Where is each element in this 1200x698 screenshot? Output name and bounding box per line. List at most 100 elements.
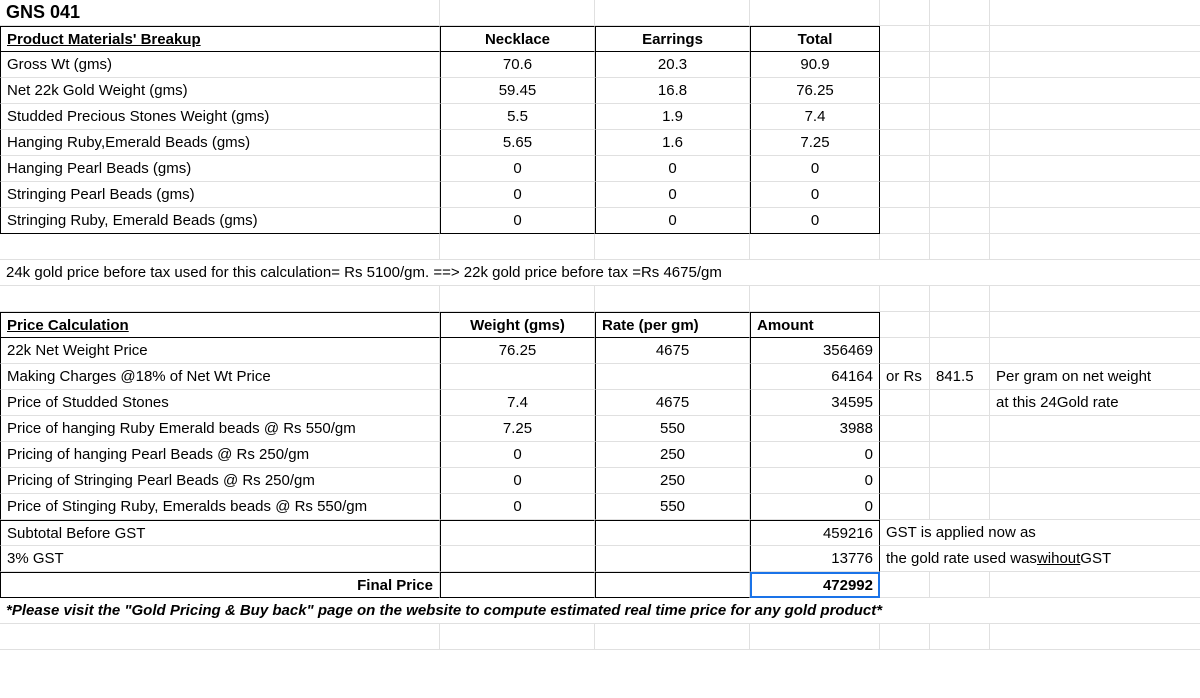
spreadsheet-cell[interactable] bbox=[930, 52, 990, 78]
side-note-or[interactable]: or Rs bbox=[880, 364, 930, 390]
spreadsheet-cell[interactable] bbox=[750, 624, 880, 650]
price-cell[interactable]: 0 bbox=[440, 468, 595, 494]
spreadsheet-cell[interactable] bbox=[930, 624, 990, 650]
materials-cell[interactable]: 0 bbox=[440, 182, 595, 208]
spreadsheet-cell[interactable] bbox=[595, 624, 750, 650]
gst-label[interactable]: 3% GST bbox=[0, 546, 440, 572]
spreadsheet-cell[interactable] bbox=[930, 286, 990, 312]
spreadsheet-cell[interactable] bbox=[440, 520, 595, 546]
price-col-amount[interactable]: Amount bbox=[750, 312, 880, 338]
spreadsheet-cell[interactable] bbox=[750, 234, 880, 260]
spreadsheet-cell[interactable] bbox=[930, 26, 990, 52]
spreadsheet-cell[interactable] bbox=[880, 26, 930, 52]
spreadsheet-cell[interactable] bbox=[880, 234, 930, 260]
spreadsheet-cell[interactable] bbox=[595, 520, 750, 546]
spreadsheet-cell[interactable] bbox=[595, 0, 750, 26]
spreadsheet-cell[interactable] bbox=[750, 0, 880, 26]
price-cell[interactable] bbox=[595, 364, 750, 390]
spreadsheet-cell[interactable] bbox=[880, 130, 930, 156]
materials-cell[interactable]: 76.25 bbox=[750, 78, 880, 104]
spreadsheet-cell[interactable] bbox=[930, 442, 990, 468]
price-cell[interactable]: 356469 bbox=[750, 338, 880, 364]
spreadsheet-cell[interactable] bbox=[990, 156, 1200, 182]
spreadsheet-cell[interactable] bbox=[595, 572, 750, 598]
materials-cell[interactable]: 0 bbox=[440, 208, 595, 234]
spreadsheet-cell[interactable] bbox=[930, 182, 990, 208]
price-cell[interactable]: 34595 bbox=[750, 390, 880, 416]
spreadsheet-cell[interactable] bbox=[750, 286, 880, 312]
spreadsheet-cell[interactable] bbox=[880, 156, 930, 182]
spreadsheet-cell[interactable] bbox=[440, 0, 595, 26]
subtotal-amount[interactable]: 459216 bbox=[750, 520, 880, 546]
price-cell[interactable]: 7.4 bbox=[440, 390, 595, 416]
gst-note-1[interactable]: GST is applied now as bbox=[880, 520, 1200, 546]
materials-row-label[interactable]: Gross Wt (gms) bbox=[0, 52, 440, 78]
materials-cell[interactable]: 1.9 bbox=[595, 104, 750, 130]
materials-cell[interactable]: 0 bbox=[750, 156, 880, 182]
materials-cell[interactable]: 59.45 bbox=[440, 78, 595, 104]
spreadsheet-cell[interactable] bbox=[930, 0, 990, 26]
spreadsheet-cell[interactable] bbox=[0, 286, 440, 312]
materials-cell[interactable]: 70.6 bbox=[440, 52, 595, 78]
spreadsheet-cell[interactable] bbox=[880, 338, 930, 364]
spreadsheet-cell[interactable] bbox=[990, 312, 1200, 338]
spreadsheet-cell[interactable] bbox=[440, 286, 595, 312]
price-row-label[interactable]: Pricing of Stringing Pearl Beads @ Rs 25… bbox=[0, 468, 440, 494]
spreadsheet-cell[interactable] bbox=[880, 182, 930, 208]
price-cell[interactable]: 0 bbox=[440, 494, 595, 520]
materials-row-label[interactable]: Net 22k Gold Weight (gms) bbox=[0, 78, 440, 104]
spreadsheet-cell[interactable] bbox=[990, 338, 1200, 364]
spreadsheet-cell[interactable] bbox=[880, 442, 930, 468]
materials-header-label[interactable]: Product Materials' Breakup bbox=[0, 26, 440, 52]
price-row-label[interactable]: Making Charges @18% of Net Wt Price bbox=[0, 364, 440, 390]
spreadsheet-cell[interactable] bbox=[880, 312, 930, 338]
spreadsheet-cell[interactable] bbox=[0, 234, 440, 260]
spreadsheet-cell[interactable] bbox=[440, 624, 595, 650]
price-cell[interactable]: 64164 bbox=[750, 364, 880, 390]
spreadsheet-cell[interactable] bbox=[930, 78, 990, 104]
price-cell[interactable]: 550 bbox=[595, 416, 750, 442]
spreadsheet-cell[interactable] bbox=[880, 390, 930, 416]
spreadsheet-cell[interactable] bbox=[990, 624, 1200, 650]
price-cell[interactable] bbox=[440, 364, 595, 390]
gst-amount[interactable]: 13776 bbox=[750, 546, 880, 572]
materials-col-earrings[interactable]: Earrings bbox=[595, 26, 750, 52]
spreadsheet-cell[interactable] bbox=[990, 286, 1200, 312]
price-cell[interactable]: 3988 bbox=[750, 416, 880, 442]
materials-row-label[interactable]: Hanging Ruby,Emerald Beads (gms) bbox=[0, 130, 440, 156]
materials-cell[interactable]: 16.8 bbox=[595, 78, 750, 104]
materials-col-necklace[interactable]: Necklace bbox=[440, 26, 595, 52]
spreadsheet-cell[interactable] bbox=[880, 416, 930, 442]
price-cell[interactable]: 76.25 bbox=[440, 338, 595, 364]
spreadsheet-cell[interactable] bbox=[990, 234, 1200, 260]
spreadsheet-cell[interactable] bbox=[880, 468, 930, 494]
side-note-at[interactable]: at this 24Gold rate bbox=[990, 390, 1200, 416]
final-price-label[interactable]: Final Price bbox=[0, 572, 440, 598]
price-cell[interactable]: 4675 bbox=[595, 390, 750, 416]
spreadsheet-cell[interactable] bbox=[880, 494, 930, 520]
spreadsheet-cell[interactable] bbox=[440, 546, 595, 572]
spreadsheet-cell[interactable] bbox=[990, 130, 1200, 156]
materials-cell[interactable]: 5.65 bbox=[440, 130, 595, 156]
materials-row-label[interactable]: Stringing Ruby, Emerald Beads (gms) bbox=[0, 208, 440, 234]
materials-cell[interactable]: 0 bbox=[750, 182, 880, 208]
price-header-label[interactable]: Price Calculation bbox=[0, 312, 440, 338]
spreadsheet-cell[interactable] bbox=[930, 312, 990, 338]
price-row-label[interactable]: Price of Stinging Ruby, Emeralds beads @… bbox=[0, 494, 440, 520]
materials-cell[interactable]: 90.9 bbox=[750, 52, 880, 78]
materials-cell[interactable]: 1.6 bbox=[595, 130, 750, 156]
materials-cell[interactable]: 0 bbox=[440, 156, 595, 182]
spreadsheet-cell[interactable] bbox=[990, 494, 1200, 520]
spreadsheet-cell[interactable] bbox=[990, 78, 1200, 104]
materials-cell[interactable]: 7.25 bbox=[750, 130, 880, 156]
price-cell[interactable]: 550 bbox=[595, 494, 750, 520]
spreadsheet-cell[interactable] bbox=[595, 234, 750, 260]
spreadsheet-cell[interactable] bbox=[880, 572, 930, 598]
product-code[interactable]: GNS 041 bbox=[0, 0, 440, 26]
spreadsheet-cell[interactable] bbox=[930, 572, 990, 598]
spreadsheet-cell[interactable] bbox=[0, 624, 440, 650]
price-row-label[interactable]: 22k Net Weight Price bbox=[0, 338, 440, 364]
price-cell[interactable]: 0 bbox=[440, 442, 595, 468]
price-cell[interactable]: 250 bbox=[595, 442, 750, 468]
price-row-label[interactable]: Pricing of hanging Pearl Beads @ Rs 250/… bbox=[0, 442, 440, 468]
